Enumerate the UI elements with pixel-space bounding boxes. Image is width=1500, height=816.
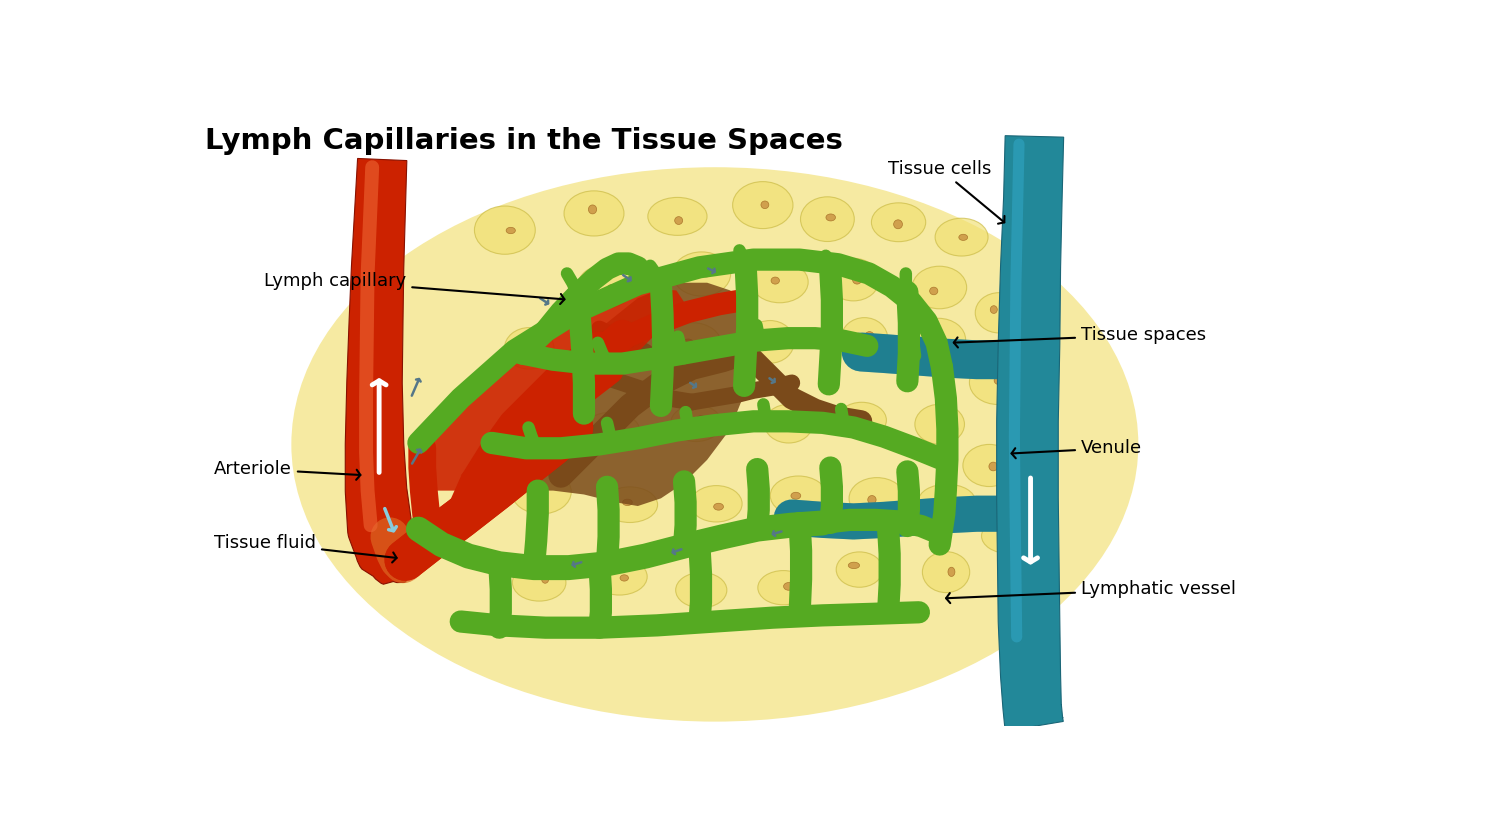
Ellipse shape [969,361,1026,405]
Ellipse shape [512,470,572,514]
Ellipse shape [690,486,742,522]
Ellipse shape [770,333,778,342]
Ellipse shape [894,220,903,228]
Ellipse shape [474,206,536,255]
Ellipse shape [944,495,951,504]
Ellipse shape [622,499,633,506]
Ellipse shape [510,401,560,439]
Ellipse shape [865,331,874,340]
Text: Tissue spaces: Tissue spaces [954,326,1206,348]
Ellipse shape [765,404,813,443]
Ellipse shape [994,376,1004,384]
Ellipse shape [291,167,1138,721]
Ellipse shape [588,205,597,214]
Ellipse shape [506,228,516,233]
Ellipse shape [958,234,968,241]
Ellipse shape [922,552,969,592]
Ellipse shape [936,333,942,340]
Text: Tissue cells: Tissue cells [888,160,1005,224]
Ellipse shape [504,327,554,369]
Ellipse shape [849,477,904,519]
Ellipse shape [609,430,619,439]
Ellipse shape [940,419,950,428]
Ellipse shape [801,197,855,242]
Ellipse shape [696,415,706,422]
Ellipse shape [714,503,723,510]
Ellipse shape [771,277,780,284]
Ellipse shape [1000,531,1011,540]
Ellipse shape [918,484,975,519]
Ellipse shape [694,589,702,598]
Ellipse shape [783,583,794,590]
Ellipse shape [530,420,542,428]
Ellipse shape [867,495,876,504]
Text: Lymph Capillaries in the Tissue Spaces: Lymph Capillaries in the Tissue Spaces [206,127,843,155]
Ellipse shape [915,404,964,444]
Ellipse shape [582,412,640,450]
Ellipse shape [591,558,646,595]
Ellipse shape [770,476,826,515]
Ellipse shape [752,261,808,303]
Text: Lymphatic vessel: Lymphatic vessel [946,580,1236,603]
Ellipse shape [537,488,544,497]
Ellipse shape [580,324,638,365]
Ellipse shape [760,201,770,209]
Ellipse shape [542,574,549,583]
Ellipse shape [663,322,722,367]
Ellipse shape [564,191,624,236]
Ellipse shape [598,341,608,347]
Ellipse shape [620,574,628,581]
Ellipse shape [700,270,711,277]
Text: Venule: Venule [1011,439,1142,459]
Ellipse shape [852,276,861,284]
Ellipse shape [975,293,1023,333]
Text: Tissue fluid: Tissue fluid [214,534,396,562]
Ellipse shape [988,462,998,471]
Ellipse shape [912,266,966,308]
Ellipse shape [948,567,956,576]
Ellipse shape [910,318,966,361]
Polygon shape [460,282,753,506]
Ellipse shape [849,562,859,569]
Ellipse shape [513,564,566,601]
Ellipse shape [784,419,794,425]
Ellipse shape [842,317,888,360]
Ellipse shape [675,216,682,224]
Ellipse shape [602,487,657,522]
Text: Lymph capillary: Lymph capillary [264,273,564,304]
Ellipse shape [828,259,879,301]
Polygon shape [996,135,1064,731]
Ellipse shape [682,339,693,345]
Ellipse shape [990,306,998,313]
Ellipse shape [790,492,801,499]
Ellipse shape [827,214,836,221]
Polygon shape [345,158,414,584]
Ellipse shape [672,252,730,296]
Ellipse shape [732,182,794,228]
Ellipse shape [930,287,938,295]
Ellipse shape [758,570,808,605]
Ellipse shape [836,552,882,588]
Ellipse shape [578,265,633,308]
Ellipse shape [670,405,722,441]
Ellipse shape [837,402,886,438]
Ellipse shape [981,519,1035,553]
Ellipse shape [862,419,870,427]
Ellipse shape [519,344,530,351]
Ellipse shape [746,321,794,363]
Ellipse shape [648,197,706,235]
Ellipse shape [963,445,1016,486]
Ellipse shape [934,218,988,256]
Text: Arteriole: Arteriole [214,460,360,480]
Polygon shape [414,289,684,490]
Ellipse shape [608,285,615,292]
Ellipse shape [871,203,925,242]
Ellipse shape [675,573,728,608]
